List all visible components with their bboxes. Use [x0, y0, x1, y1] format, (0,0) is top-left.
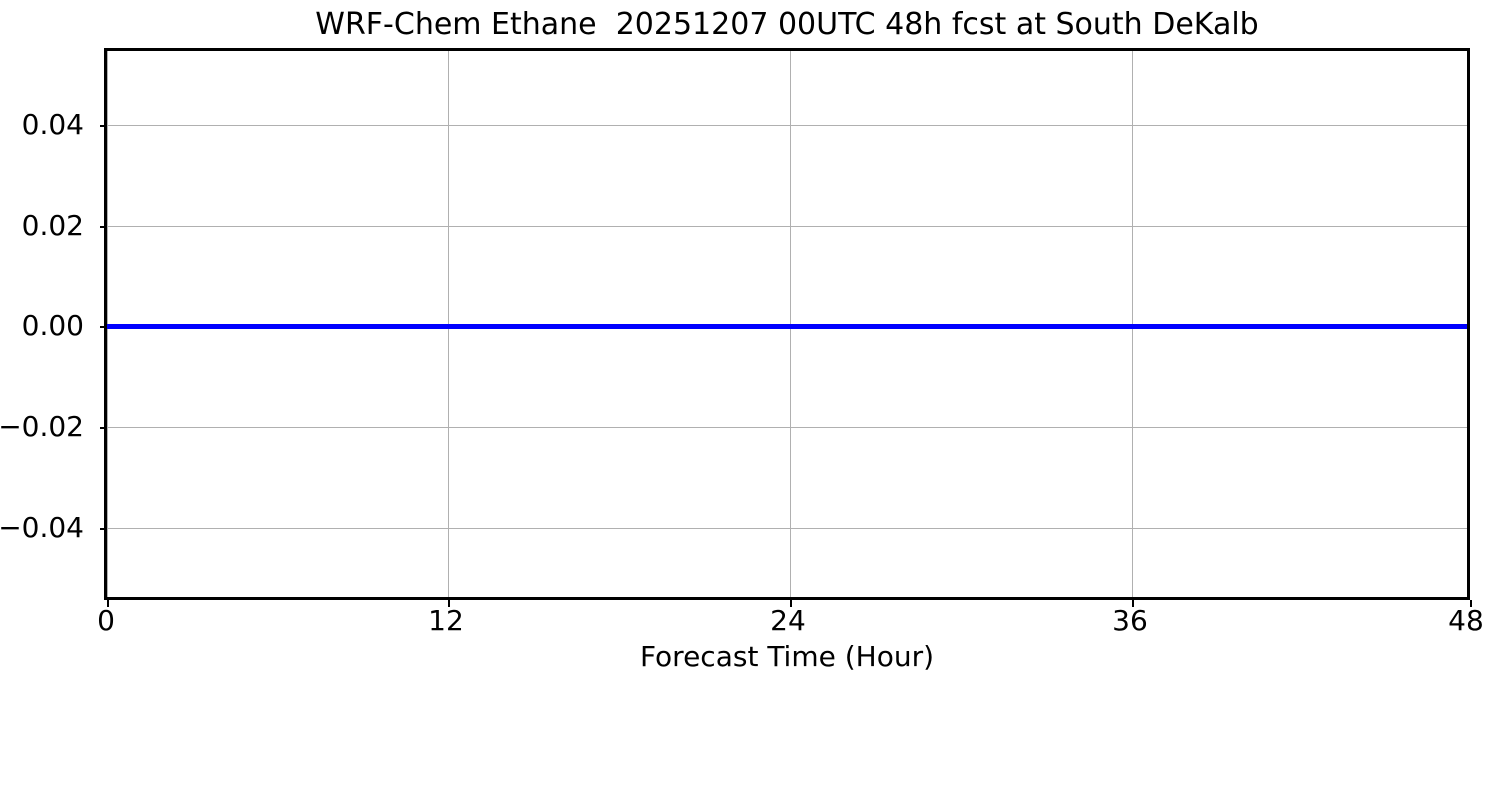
tick-mark-x-36 [1132, 600, 1134, 607]
chart-title: WRF-Chem Ethane 20251207 00UTC 48h fcst … [315, 7, 1259, 42]
y-tick-label-0: 0.04 [21, 108, 84, 141]
gridline-y-0.02 [107, 226, 1467, 227]
y-tick-label-2: 0.00 [21, 309, 84, 342]
tick-mark-y--0.04 [100, 528, 107, 530]
series-line-ethane [107, 324, 1467, 329]
tick-mark-y--0.02 [100, 427, 107, 429]
x-tick-label-4: 48 [1448, 604, 1484, 637]
y-tick-labels: 0.04 0.02 0.00 −0.02 −0.04 [0, 48, 94, 600]
gridline-y-0.04 [107, 125, 1467, 126]
tick-mark-y-0.02 [100, 226, 107, 228]
tick-mark-x-0 [107, 600, 109, 607]
y-tick-label-1: 0.02 [21, 209, 84, 242]
tick-mark-x-24 [790, 600, 792, 607]
tick-mark-x-12 [448, 600, 450, 607]
gridline-y--0.04 [107, 528, 1467, 529]
gridline-y--0.02 [107, 427, 1467, 428]
x-tick-label-2: 24 [770, 604, 806, 637]
y-tick-label-4: −0.04 [0, 511, 84, 544]
x-tick-label-1: 12 [428, 604, 464, 637]
tick-mark-y-0.04 [100, 125, 107, 127]
x-tick-label-0: 0 [97, 604, 115, 637]
tick-mark-x-48 [1470, 600, 1472, 607]
x-tick-labels: 0 12 24 36 48 [97, 604, 1484, 644]
tick-mark-y-0.00 [100, 326, 107, 328]
plot-area [100, 48, 1472, 607]
y-tick-label-3: −0.02 [0, 410, 84, 443]
plot-inner [107, 51, 1467, 597]
x-axis-label: Forecast Time (Hour) [639, 640, 935, 673]
x-tick-label-3: 36 [1112, 604, 1148, 637]
y-axis-label-clip [0, 48, 12, 600]
